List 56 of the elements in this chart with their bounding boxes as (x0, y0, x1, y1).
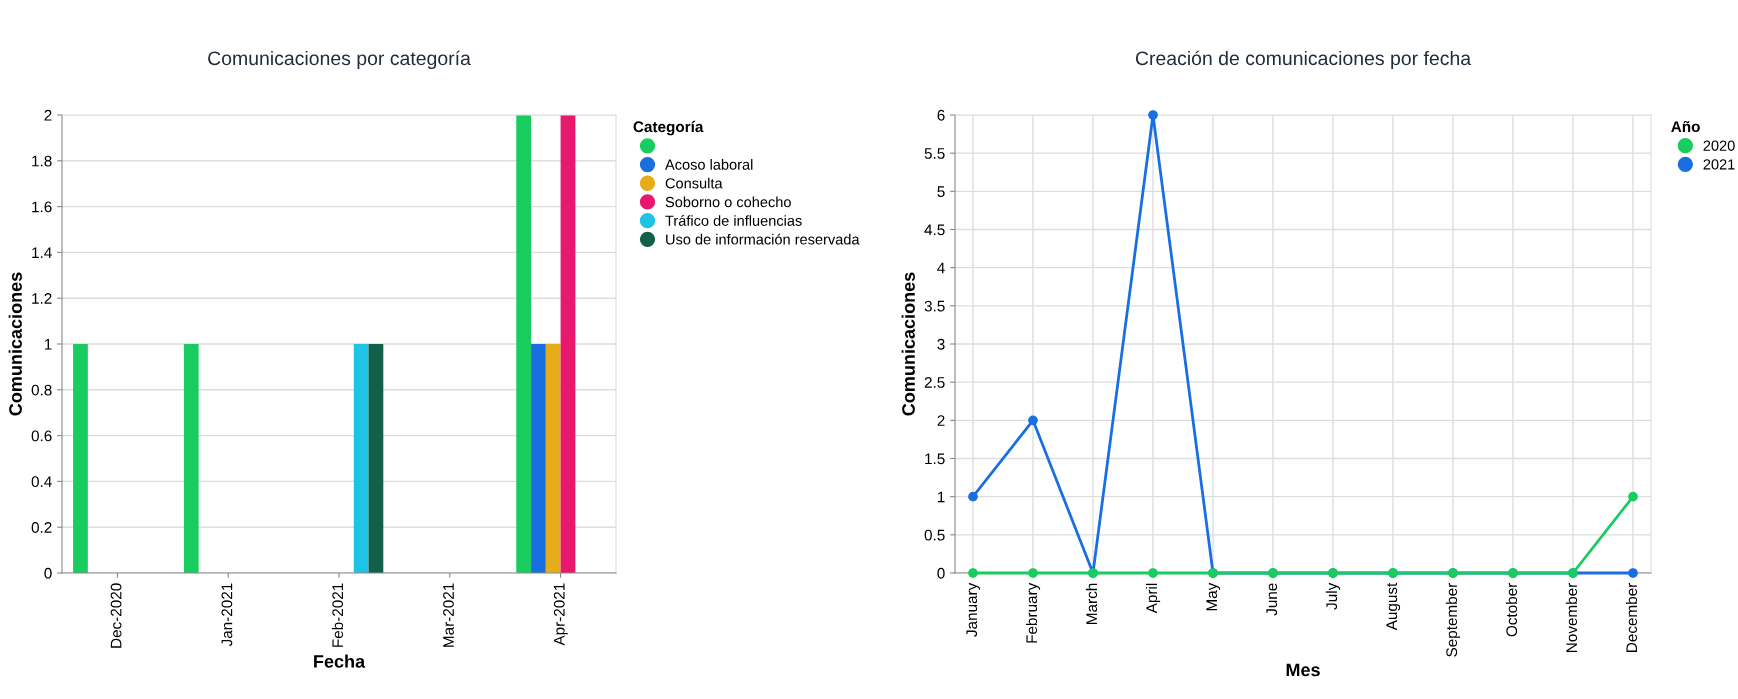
x-tick-label: August (1386, 582, 1401, 631)
x-tick-label: December (1625, 582, 1638, 652)
x-tick-label: July (1325, 582, 1341, 610)
legend-label: Uso de información reservada (666, 233, 860, 245)
x-tick-label: April (1145, 583, 1161, 614)
x-tick-label: February (1025, 582, 1041, 643)
y-axis-title: Comunicaciones (901, 272, 915, 416)
y-tick-label: 4.5 (924, 224, 945, 236)
y-tick-label: 1.5 (925, 453, 945, 465)
y-tick-label: 2 (937, 415, 945, 426)
x-tick-label: Jan-2021 (221, 583, 233, 647)
y-tick-label: 0 (937, 567, 945, 579)
y-tick-label: 0 (44, 567, 52, 579)
y-tick-label: 6 (937, 109, 945, 121)
legend-title: Categoría (633, 120, 704, 136)
legend-label: Consulta (665, 177, 723, 189)
chart-title: Comunicaciones por categoría (208, 50, 471, 70)
x-tick-label: Apr-2021 (553, 583, 568, 646)
x-tick-label: March (1085, 583, 1098, 624)
y-tick-label: 3 (937, 338, 945, 350)
y-tick-label: 0.8 (31, 384, 52, 396)
x-axis-title: Mes (1286, 663, 1320, 677)
y-tick-label: 1 (44, 339, 52, 350)
legend-label: 2021 (1703, 159, 1735, 170)
x-tick-label: October (1505, 582, 1518, 637)
x-tick-label: May (1206, 582, 1221, 611)
y-tick-label: 0.4 (31, 476, 52, 488)
y-tick-label: 5.5 (924, 148, 945, 159)
y-tick-label: 4 (937, 262, 945, 274)
legend-label: Tráfico de influencias (665, 215, 802, 226)
y-tick-label: 2 (44, 109, 52, 121)
y-tick-label: 1.2 (32, 293, 52, 304)
y-tick-label: 2.5 (924, 377, 945, 388)
x-tick-label: June (1266, 583, 1278, 616)
legend-title: Año (1671, 120, 1700, 133)
y-tick-label: 0.6 (31, 430, 52, 442)
y-tick-label: 0.2 (31, 522, 52, 533)
y-tick-label: 1.6 (32, 201, 52, 213)
chart-title: Creación de comunicaciones por fecha (1135, 50, 1472, 70)
legend-label: Acoso laboral (665, 159, 753, 170)
x-tick-label: Mar-2021 (443, 583, 454, 647)
y-tick-label: 1 (937, 491, 945, 503)
y-tick-label: 5 (937, 186, 945, 198)
y-tick-label: 3.5 (924, 300, 945, 312)
x-tick-label: November (1565, 582, 1578, 652)
x-tick-label: Dec-2020 (110, 583, 122, 648)
y-tick-label: 1.8 (32, 155, 52, 167)
y-tick-label: 1.4 (32, 247, 52, 258)
x-tick-label: January (966, 582, 981, 637)
y-axis-title: Comunicaciones (8, 272, 22, 416)
legend-label: 2020 (1703, 140, 1735, 151)
x-tick-label: Feb-2021 (331, 583, 344, 647)
y-tick-label: 0.5 (924, 529, 945, 541)
legend-label: Soborno o cohecho (665, 196, 791, 208)
x-tick-label: September (1445, 582, 1461, 657)
x-axis-title: Fecha (314, 654, 366, 668)
